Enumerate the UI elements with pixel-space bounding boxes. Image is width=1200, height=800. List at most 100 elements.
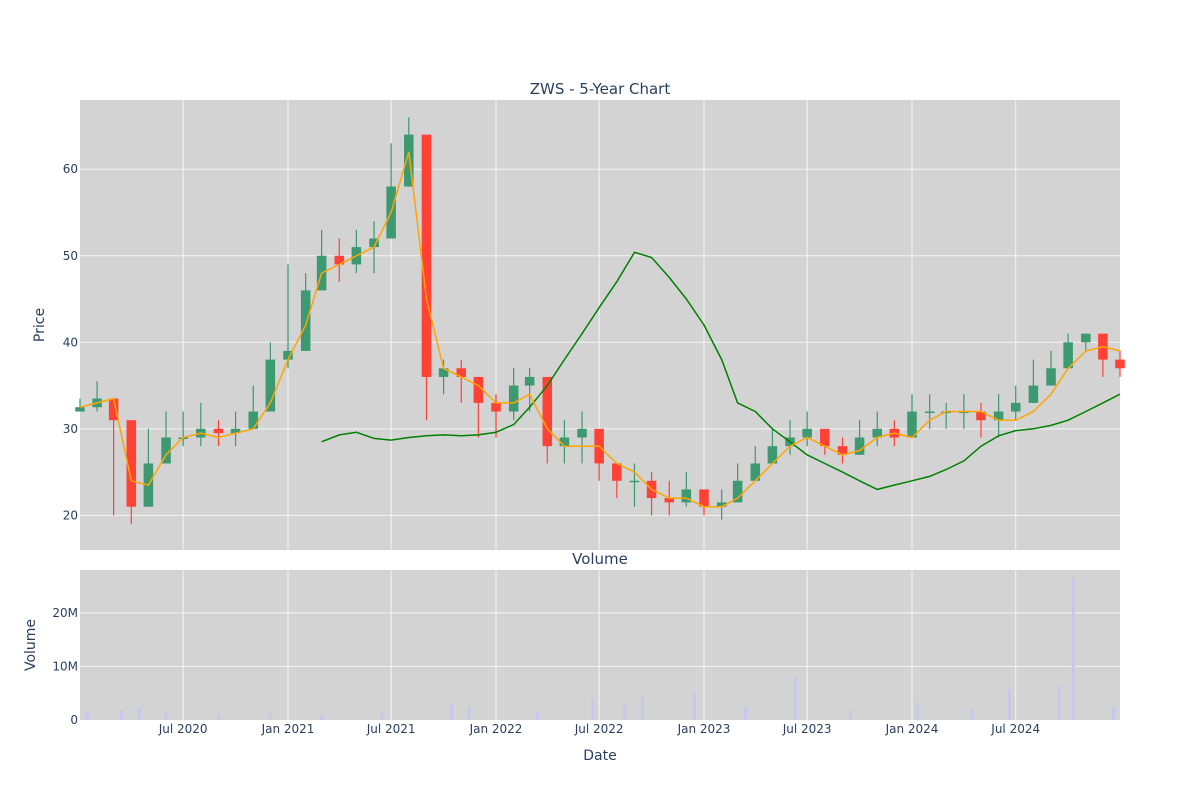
volume-bar (320, 714, 324, 720)
candle-down (126, 420, 137, 507)
candle-down (542, 376, 553, 447)
x-tick-label: Jul 2022 (574, 722, 624, 736)
candle-down (699, 489, 709, 507)
volume-bar (915, 702, 919, 720)
price-y-tick-label: 50 (63, 249, 78, 263)
candle-up (767, 446, 778, 464)
volume-bar (1071, 578, 1075, 720)
candle-up (802, 428, 812, 438)
candle-down (1115, 359, 1125, 369)
price-y-tick-label: 30 (63, 422, 78, 436)
chart-title: ZWS - 5-Year Chart (530, 80, 671, 98)
candle-up (248, 411, 259, 429)
volume-bar (1112, 706, 1116, 720)
candle-up (161, 437, 171, 464)
x-tick-label: Jan 2023 (677, 722, 731, 736)
candle-down (976, 411, 986, 421)
candle-up (265, 359, 276, 412)
volume-bar (692, 691, 696, 720)
x-tick-label: Jul 2020 (158, 722, 208, 736)
price-y-tick-label: 40 (63, 335, 78, 349)
volume-bar (536, 711, 540, 720)
price-axis-title: Price (32, 308, 48, 342)
candle-down (334, 255, 345, 265)
volume-bar (591, 697, 595, 720)
volume-bar (85, 711, 89, 720)
candle-up (300, 290, 311, 351)
volume-y-tick-label: 10M (52, 659, 78, 673)
volume-plot-area (80, 570, 1120, 720)
volume-bar (450, 703, 454, 720)
volume-bar (1007, 688, 1011, 720)
candle-up (1028, 385, 1039, 403)
candle-up (404, 134, 414, 187)
candle-up (854, 437, 865, 455)
candle-up (524, 376, 535, 386)
candle-up (750, 463, 761, 481)
volume-bar (1057, 685, 1061, 720)
candle-down (820, 428, 830, 447)
volume-bar (216, 713, 220, 720)
candle-down (612, 463, 622, 481)
volume-bar (793, 677, 797, 720)
volume-bar (268, 713, 272, 720)
candle-up (75, 407, 85, 412)
x-tick-label: Jan 2024 (885, 722, 939, 736)
volume-x-ticks: Jul 2020 Jan 2021 Jul 2021 Jan 2022 Jul 2022… (158, 722, 1040, 736)
volume-panel: 0 10M 20M Jul 2020 Jan 2021 Jul 2021 Jan 2022… (23, 570, 1120, 764)
x-tick-label: Jan 2021 (261, 722, 315, 736)
candle-up (872, 428, 883, 438)
volume-y-ticks: 0 10M 20M (52, 606, 78, 727)
price-y-tick-label: 60 (63, 162, 78, 176)
candle-down (213, 428, 224, 434)
candle-up (1063, 342, 1073, 369)
date-axis-title: Date (583, 748, 616, 764)
volume-bar (623, 702, 627, 720)
candle-up (924, 411, 935, 414)
volume-bars (85, 578, 1116, 720)
candle-up (283, 350, 293, 360)
volume-bar (164, 711, 168, 720)
price-y-tick-label: 20 (63, 508, 78, 522)
candle-up (681, 489, 692, 503)
volume-axis-title: Volume (23, 619, 39, 671)
price-y-ticks: 20 30 40 50 60 (63, 162, 78, 522)
candle-up (1081, 333, 1091, 343)
x-tick-label: Jul 2021 (366, 722, 416, 736)
volume-y-tick-label: 20M (52, 606, 78, 620)
candle-up (1010, 402, 1021, 412)
candle-down (837, 446, 848, 455)
candle-up (508, 385, 519, 412)
candle-up (230, 428, 241, 434)
volume-y-tick-label: 0 (70, 713, 78, 727)
x-tick-label: Jan 2022 (469, 722, 523, 736)
candle-up (907, 411, 917, 438)
ma-slow-line (321, 251, 1121, 491)
volume-bar (120, 710, 124, 720)
candle-up (438, 368, 449, 377)
volume-bar (467, 706, 471, 720)
ma-fast-line (79, 151, 1121, 508)
candle-down (491, 402, 501, 412)
candle-down (456, 368, 467, 377)
price-plot-area (80, 100, 1120, 550)
volume-bar (970, 709, 974, 720)
candle-down (664, 498, 675, 503)
candle-up (1046, 368, 1056, 386)
candle-up (993, 411, 1004, 421)
volume-panel-title: Volume (572, 550, 628, 568)
price-panel: 20 30 40 50 60 Price (32, 100, 1125, 550)
candle-up (716, 502, 727, 507)
candle-up (559, 437, 570, 447)
candle-down (421, 134, 432, 377)
candle-up (369, 238, 379, 248)
volume-bar (744, 706, 748, 720)
candle-up (959, 411, 969, 414)
x-tick-label: Jul 2024 (990, 722, 1040, 736)
volume-grid (80, 570, 1120, 720)
candle-up (577, 428, 587, 438)
volume-bar (380, 711, 384, 720)
candle-up (629, 480, 640, 483)
